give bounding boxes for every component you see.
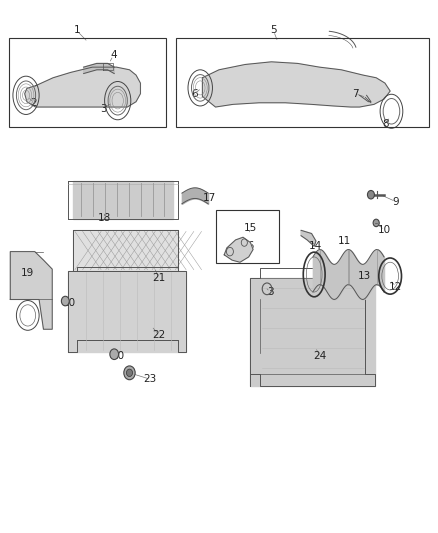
Bar <box>9 38 166 127</box>
Text: 3: 3 <box>267 287 273 297</box>
Ellipse shape <box>127 369 133 376</box>
Text: 5: 5 <box>270 25 277 35</box>
Text: 3: 3 <box>100 103 106 114</box>
Text: 4: 4 <box>110 51 117 60</box>
Text: 19: 19 <box>21 268 35 278</box>
Polygon shape <box>11 252 52 329</box>
Text: 22: 22 <box>152 329 166 340</box>
Text: 9: 9 <box>392 197 399 207</box>
Ellipse shape <box>373 219 379 227</box>
Text: 20: 20 <box>111 351 124 361</box>
Ellipse shape <box>110 349 119 360</box>
Polygon shape <box>224 237 253 262</box>
Text: 24: 24 <box>314 351 327 361</box>
Polygon shape <box>73 181 173 219</box>
Text: 20: 20 <box>62 297 75 308</box>
Text: 17: 17 <box>203 193 216 204</box>
Text: 7: 7 <box>352 88 359 99</box>
Text: 16: 16 <box>242 241 255 251</box>
Text: 10: 10 <box>378 225 391 236</box>
Text: 2: 2 <box>30 98 37 108</box>
Bar <box>176 38 428 127</box>
Text: 21: 21 <box>152 273 166 283</box>
Polygon shape <box>251 278 375 386</box>
Text: 15: 15 <box>244 223 257 233</box>
Polygon shape <box>84 63 114 74</box>
Polygon shape <box>202 62 390 107</box>
Text: 6: 6 <box>192 88 198 99</box>
Polygon shape <box>73 230 177 271</box>
Polygon shape <box>25 67 141 107</box>
Ellipse shape <box>61 296 69 306</box>
Polygon shape <box>301 230 316 246</box>
Text: 1: 1 <box>74 25 81 35</box>
Polygon shape <box>68 271 186 352</box>
Text: 23: 23 <box>143 374 157 384</box>
Ellipse shape <box>367 190 374 199</box>
Ellipse shape <box>124 366 135 379</box>
Text: 14: 14 <box>309 241 322 251</box>
Text: 8: 8 <box>382 119 389 129</box>
Text: 12: 12 <box>389 282 403 292</box>
Text: 11: 11 <box>338 236 351 246</box>
Text: 13: 13 <box>357 271 371 281</box>
Text: 18: 18 <box>98 213 111 223</box>
Bar <box>215 209 279 263</box>
